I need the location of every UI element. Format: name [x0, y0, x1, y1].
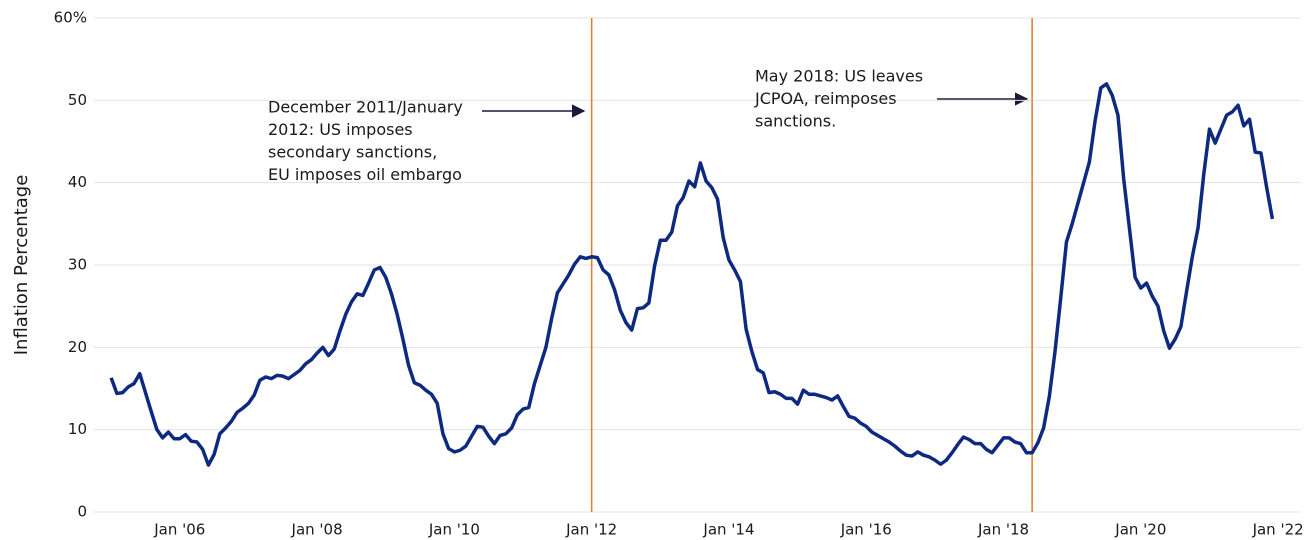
y-tick-label: 20 [68, 338, 87, 356]
annotation: December 2011/January [268, 98, 463, 117]
y-tick-label: 30 [68, 256, 87, 274]
line-series [109, 82, 1275, 467]
x-tick-label: Jan '10 [428, 521, 480, 539]
y-tick-label: 40 [68, 173, 87, 191]
annotation: secondary sanctions, [268, 143, 437, 162]
x-tick-label: Jan '08 [291, 521, 343, 539]
x-tick-label: Jan '16 [840, 521, 892, 539]
x-tick-label: Jan '18 [977, 521, 1029, 539]
y-tick-label: 0 [77, 503, 87, 521]
annotation: 2012: US imposes [268, 120, 413, 139]
annotation: JCPOA, reimposes [754, 89, 897, 108]
x-tick-label: Jan '14 [702, 521, 754, 539]
x-tick-label: Jan '06 [153, 521, 205, 539]
y-tick-label: 50 [68, 91, 87, 109]
x-tick-label: Jan '12 [565, 521, 617, 539]
y-tick-label: 10 [68, 420, 87, 438]
y-axis-title: Inflation Percentage [11, 175, 32, 356]
annotation: EU imposes oil embargo [268, 165, 462, 184]
y-tick-label: 60% [54, 9, 87, 27]
x-tick-label: Jan '20 [1114, 521, 1166, 539]
annotation: May 2018: US leaves [755, 67, 923, 86]
annotation: sanctions. [755, 112, 836, 131]
x-tick-label: Jan '22 [1252, 521, 1304, 539]
